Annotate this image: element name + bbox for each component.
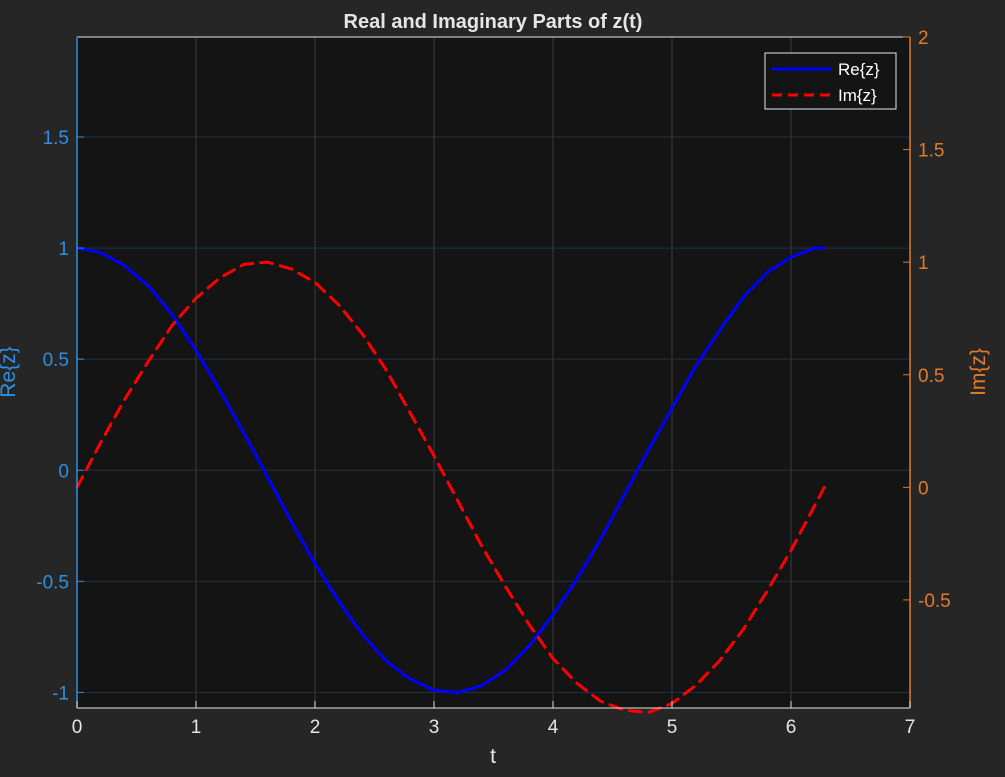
y-left-tick-label-3: 0.5: [43, 350, 69, 371]
legend-label-re: Re{z}: [838, 60, 880, 79]
y-right-tick-label-5: 2: [918, 28, 929, 49]
y-left-tick-label-2: 0: [58, 461, 69, 482]
y-axis-label-right: Im{z}: [967, 348, 990, 396]
y-right-tick-label-1: 0: [918, 478, 929, 499]
x-tick-label-1: 1: [191, 717, 202, 738]
legend-label-im: Im{z}: [838, 86, 877, 105]
y-left-tick-label-0: -1: [52, 683, 69, 704]
y-right-tick-label-2: 0.5: [918, 366, 944, 387]
y-left-tick-label-1: -0.5: [36, 572, 69, 593]
y-right-tick-label-4: 1.5: [918, 141, 944, 162]
y-left-tick-label-4: 1: [58, 239, 69, 260]
series-line-re: [75, 246, 826, 694]
legend: Re{z} Im{z}: [764, 52, 897, 110]
x-tick-label-2: 2: [310, 717, 321, 738]
y-right-tick-label-3: 1: [918, 253, 929, 274]
y-axis-label-left: Re{z}: [0, 346, 20, 397]
legend-box: [764, 52, 897, 110]
x-tick-label-5: 5: [667, 717, 678, 738]
x-tick-label-7: 7: [905, 717, 916, 738]
x-tick-label-3: 3: [429, 717, 440, 738]
ticks-layer: 0 1 2 3 4 5 6 7 -1 -0.5 0 0.5 1 1.5 -0.5 0 0.5 1 1.5 2: [36, 28, 951, 738]
plot-area: [77, 37, 910, 708]
y-right-tick-label-0: -0.5: [918, 591, 951, 612]
x-tick-label-4: 4: [548, 717, 559, 738]
series-line-im: [75, 260, 826, 714]
x-tick-label-0: 0: [72, 717, 83, 738]
axes-layer: [76, 36, 911, 709]
chart-title: Real and Imaginary Parts of z(t): [344, 11, 643, 33]
grid-layer: [77, 37, 910, 708]
y-left-tick-label-5: 1.5: [43, 128, 69, 149]
series-layer: [75, 246, 826, 714]
x-tick-label-6: 6: [786, 717, 797, 738]
x-axis-label: t: [490, 745, 496, 768]
